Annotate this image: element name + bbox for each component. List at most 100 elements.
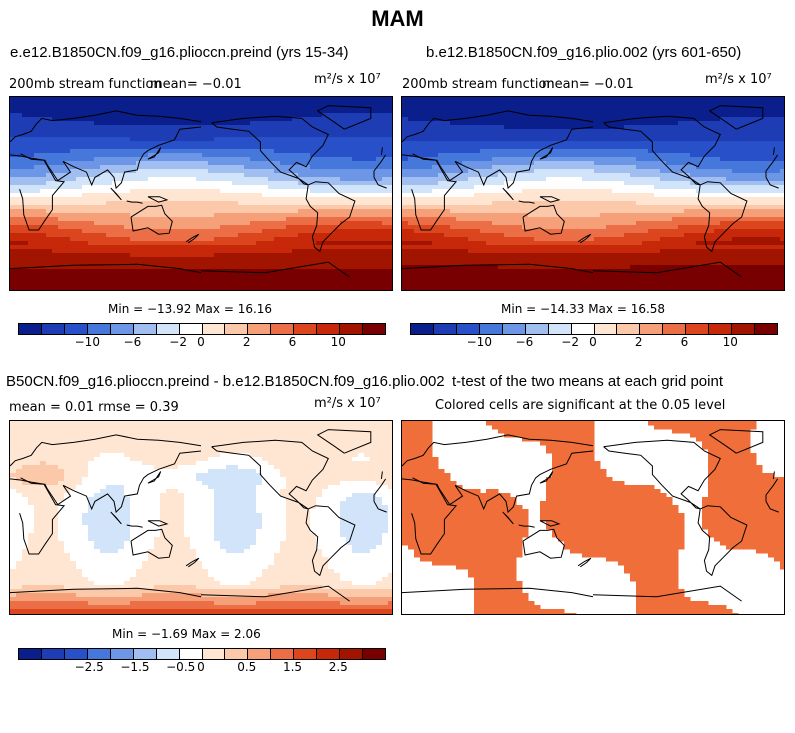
field-cell: [52, 273, 59, 278]
field-cell: [744, 173, 751, 178]
field-cell: [202, 121, 209, 126]
field-cell: [178, 253, 185, 258]
field-cell: [708, 125, 715, 130]
field-cell: [166, 101, 173, 106]
field-cell: [522, 173, 529, 178]
field-cell: [444, 193, 451, 198]
field-cell: [606, 169, 613, 174]
field-cell: [624, 149, 631, 154]
field-cell: [10, 129, 17, 134]
field-cell: [322, 177, 329, 182]
field-cell: [196, 253, 203, 258]
field-cell: [178, 285, 185, 290]
field-cell: [10, 253, 17, 258]
field-cell: [136, 265, 143, 270]
field-cell: [304, 269, 311, 274]
field-cell: [106, 113, 113, 118]
field-cell: [70, 197, 77, 202]
field-cell: [708, 113, 715, 118]
field-cell: [648, 109, 655, 114]
field-cell: [438, 97, 445, 102]
field-cell: [642, 189, 649, 194]
field-cell: [510, 161, 517, 166]
field-cell: [630, 109, 637, 114]
field-cell: [148, 221, 155, 226]
field-cell: [22, 109, 29, 114]
field-cell: [600, 141, 607, 146]
field-cell: [340, 161, 347, 166]
field-cell: [316, 113, 323, 118]
field-cell: [16, 261, 23, 266]
field-cell: [250, 141, 257, 146]
field-cell: [316, 125, 323, 130]
field-cell: [142, 201, 149, 206]
field-cell: [756, 149, 763, 154]
field-cell: [726, 137, 733, 142]
field-cell: [10, 233, 17, 238]
field-cell: [732, 125, 739, 130]
field-cell: [136, 277, 143, 282]
field-cell: [474, 129, 481, 134]
field-cell: [492, 173, 499, 178]
field-cell: [768, 109, 775, 114]
field-cell: [714, 169, 721, 174]
field-cell: [226, 273, 233, 278]
field-cell: [184, 221, 191, 226]
field-cell: [70, 137, 77, 142]
field-cell: [220, 233, 227, 238]
field-cell: [600, 145, 607, 150]
field-cell: [70, 277, 77, 282]
field-cell: [642, 97, 649, 102]
field-cell: [250, 105, 257, 110]
field-cell: [340, 241, 347, 246]
field-cell: [480, 121, 487, 126]
field-cell: [40, 233, 47, 238]
field-cell: [52, 153, 59, 158]
field-cell: [274, 193, 281, 198]
field-cell: [82, 149, 89, 154]
field-cell: [106, 161, 113, 166]
field-cell: [70, 133, 77, 138]
field-cell: [214, 177, 221, 182]
field-cell: [672, 189, 679, 194]
field-cell: [388, 129, 392, 134]
field-cell: [76, 153, 83, 158]
field-cell: [268, 273, 275, 278]
field-cell: [690, 101, 697, 106]
field-cell: [558, 133, 565, 138]
field-cell: [238, 129, 245, 134]
field-cell: [498, 113, 505, 118]
field-cell: [346, 189, 353, 194]
field-cell: [382, 113, 389, 118]
field-cell: [34, 193, 41, 198]
field-cell: [40, 281, 47, 286]
field-cell: [678, 165, 685, 170]
field-cell: [172, 201, 179, 206]
field-cell: [498, 121, 505, 126]
field-cell: [64, 109, 71, 114]
field-cell: [298, 225, 305, 230]
field-cell: [118, 97, 125, 102]
field-cell: [232, 157, 239, 162]
field-cell: [184, 261, 191, 266]
field-cell: [702, 137, 709, 142]
field-cell: [780, 121, 784, 126]
field-cell: [648, 133, 655, 138]
field-cell: [552, 101, 559, 106]
field-cell: [160, 113, 167, 118]
field-cell: [22, 241, 29, 246]
field-cell: [94, 153, 101, 158]
field-cell: [352, 137, 359, 142]
field-cell: [376, 261, 383, 266]
field-cell: [762, 125, 769, 130]
field-cell: [262, 137, 269, 142]
field-cell: [690, 149, 697, 154]
field-cell: [648, 161, 655, 166]
field-cell: [702, 173, 709, 178]
field-cell: [558, 149, 565, 154]
field-cell: [298, 153, 305, 158]
field-cell: [106, 173, 113, 178]
field-cell: [184, 105, 191, 110]
field-cell: [136, 169, 143, 174]
field-cell: [352, 245, 359, 250]
